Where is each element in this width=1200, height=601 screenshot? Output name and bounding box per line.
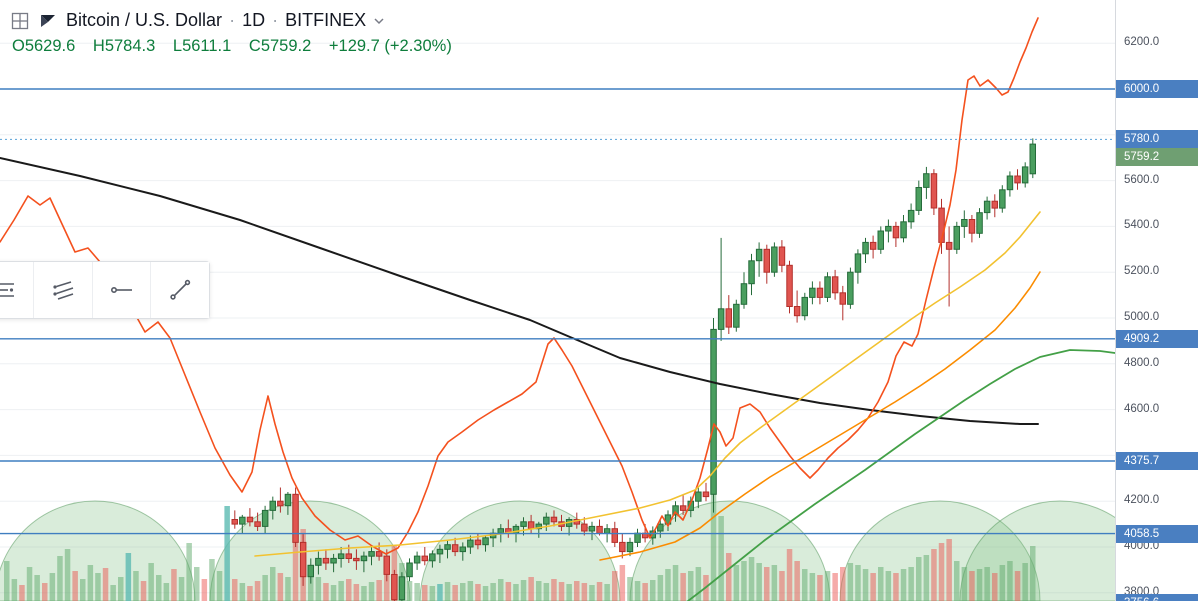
price-axis-tick: 4000.0 bbox=[1124, 539, 1160, 552]
price-axis[interactable]: 6200.0 5600.0 5400.0 5200.0 5000.0 4800.0 4600… bbox=[1115, 0, 1200, 601]
price-axis-tick: 5600.0 bbox=[1124, 173, 1160, 186]
separator-dot: · bbox=[272, 10, 279, 30]
price-axis-tick: 4600.0 bbox=[1124, 402, 1160, 415]
tool-parallel-trend-lines-button[interactable] bbox=[33, 262, 93, 318]
low-value: L5611.1 bbox=[172, 37, 232, 55]
exchange-logo-icon bbox=[39, 12, 57, 30]
interval-label[interactable]: 1D bbox=[242, 10, 266, 30]
change-value: +129.7 (+2.30%) bbox=[328, 37, 452, 55]
level-price-badge[interactable]: 4058.5 bbox=[1116, 524, 1198, 543]
price-axis-tick: 5400.0 bbox=[1124, 219, 1160, 232]
level-price-badge[interactable]: 4375.7 bbox=[1116, 451, 1198, 470]
high-value: H5784.3 bbox=[92, 37, 156, 55]
tool-horizontal-ray-button[interactable] bbox=[92, 262, 152, 318]
price-axis-tick: 5000.0 bbox=[1124, 310, 1160, 323]
separator-dot: · bbox=[229, 10, 236, 30]
symbol-name: Bitcoin / U.S. Dollar bbox=[66, 10, 223, 30]
tool-horizontal-lines-button[interactable] bbox=[0, 262, 34, 318]
price-axis-tick: 4200.0 bbox=[1124, 494, 1160, 507]
level-price-badge[interactable]: 6000.0 bbox=[1116, 80, 1198, 98]
last-price-badge[interactable]: 5759.2 bbox=[1116, 148, 1198, 167]
trend-line-icon bbox=[170, 279, 191, 300]
level-price-badge[interactable]: 3756.6 bbox=[1116, 593, 1198, 601]
symbol-title-button[interactable]: Bitcoin / U.S. Dollar · 1D · BITFINEX bbox=[66, 10, 385, 31]
horizontal-ray-icon bbox=[111, 287, 133, 294]
price-axis-tick: 5200.0 bbox=[1124, 265, 1160, 278]
price-axis-tick: 4800.0 bbox=[1124, 356, 1160, 369]
level-price-badge[interactable]: 5780.0 bbox=[1116, 130, 1198, 149]
add-grid-icon[interactable] bbox=[10, 11, 30, 31]
chevron-down-icon[interactable] bbox=[373, 17, 385, 25]
price-axis-tick: 6200.0 bbox=[1124, 36, 1160, 49]
chart-header: Bitcoin / U.S. Dollar · 1D · BITFINEX bbox=[10, 10, 385, 31]
exchange-label: BITFINEX bbox=[285, 10, 367, 30]
parallel-trend-lines-icon bbox=[53, 281, 73, 300]
chart-canvas[interactable] bbox=[0, 0, 1115, 601]
open-value: O5629.6 bbox=[12, 37, 76, 55]
close-value: C5759.2 bbox=[248, 37, 312, 55]
tool-trend-line-button[interactable] bbox=[151, 262, 209, 318]
ohlc-readout: O5629.6 H5784.3 L5611.1 C5759.2 +129.7 (… bbox=[12, 37, 465, 56]
level-price-badge[interactable]: 4909.2 bbox=[1116, 329, 1198, 348]
horizontal-lines-icon bbox=[0, 283, 14, 297]
drawing-toolbar bbox=[0, 261, 210, 319]
